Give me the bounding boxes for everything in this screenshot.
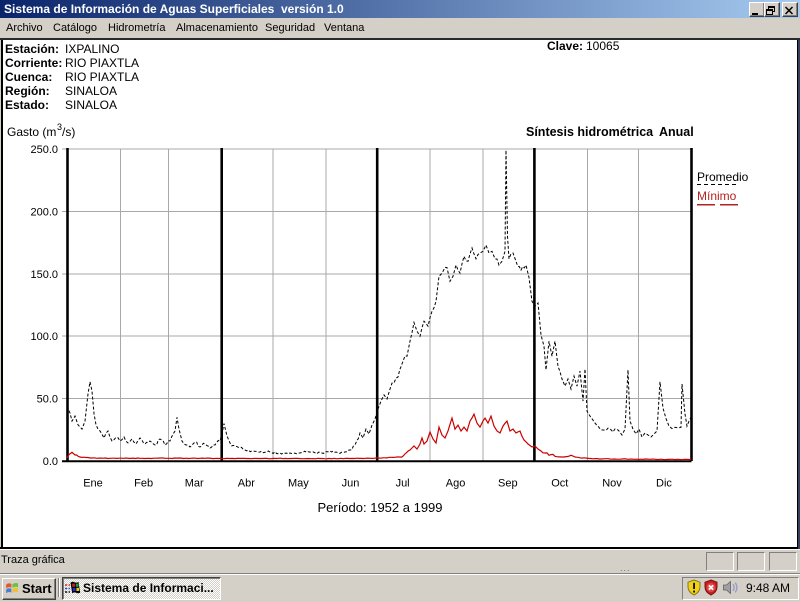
svg-text:100.0: 100.0 [30, 331, 58, 343]
svg-text:Mar: Mar [185, 478, 204, 490]
svg-text:Oct: Oct [551, 478, 568, 490]
svg-text:Sep: Sep [498, 478, 518, 490]
svg-text:Jun: Jun [342, 478, 360, 490]
svg-text:Período: 1952 a 1999: Período: 1952 a 1999 [317, 500, 442, 515]
svg-text:Nov: Nov [602, 478, 622, 490]
svg-text:Anual: Anual [659, 125, 694, 139]
svg-text:Feb: Feb [134, 478, 153, 490]
svg-text:Síntesis hidrométrica: Síntesis hidrométrica [526, 125, 654, 139]
svg-text:Dic: Dic [656, 478, 672, 490]
svg-text:Ene: Ene [83, 478, 103, 490]
svg-text:Abr: Abr [238, 478, 255, 490]
svg-text:150.0: 150.0 [30, 269, 58, 281]
svg-text:Mínimo: Mínimo [697, 189, 737, 203]
svg-text:0.0: 0.0 [43, 456, 58, 468]
svg-text:50.0: 50.0 [37, 394, 58, 406]
svg-text:/s): /s) [62, 125, 75, 139]
svg-text:3: 3 [57, 122, 62, 132]
svg-text:May: May [288, 478, 309, 490]
svg-text:Promedio: Promedio [697, 170, 749, 184]
svg-text:Ago: Ago [446, 478, 466, 490]
svg-text:200.0: 200.0 [30, 206, 58, 218]
svg-text:Gasto (m: Gasto (m [7, 125, 56, 139]
svg-text:250.0: 250.0 [30, 144, 58, 156]
svg-text:Jul: Jul [396, 478, 410, 490]
